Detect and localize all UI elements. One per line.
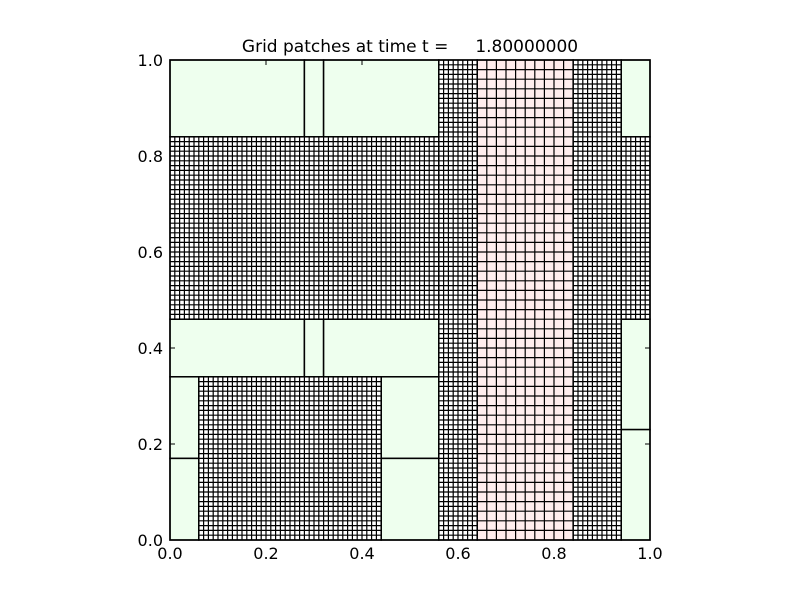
y-tick-label: 0.8	[138, 147, 163, 166]
patch	[621, 319, 650, 430]
patch	[170, 319, 305, 377]
patch	[170, 458, 199, 540]
chart-title: Grid patches at time t = 1.80000000	[242, 37, 578, 57]
y-tick-label: 0.2	[138, 435, 163, 454]
patch	[304, 60, 324, 137]
patch	[170, 60, 305, 137]
axes-frame	[169, 59, 651, 541]
patch	[304, 319, 324, 377]
x-tick-label: 0.2	[253, 544, 278, 563]
y-tick-label: 0.4	[138, 339, 163, 358]
y-tick-label: 1.0	[138, 51, 163, 70]
patch	[621, 429, 650, 540]
y-tick-label: 0.0	[138, 531, 163, 550]
patch	[381, 458, 439, 540]
patch	[323, 319, 439, 377]
patch	[621, 60, 650, 137]
patch	[381, 376, 439, 459]
patch	[323, 60, 439, 137]
x-tick-label: 1.0	[637, 544, 662, 563]
x-tick-label: 0.4	[349, 544, 374, 563]
x-tick-label: 0.0	[157, 544, 182, 563]
y-tick-label: 0.6	[138, 243, 163, 262]
x-tick-label: 0.6	[445, 544, 470, 563]
patch	[170, 376, 199, 459]
x-tick-label: 0.8	[541, 544, 566, 563]
